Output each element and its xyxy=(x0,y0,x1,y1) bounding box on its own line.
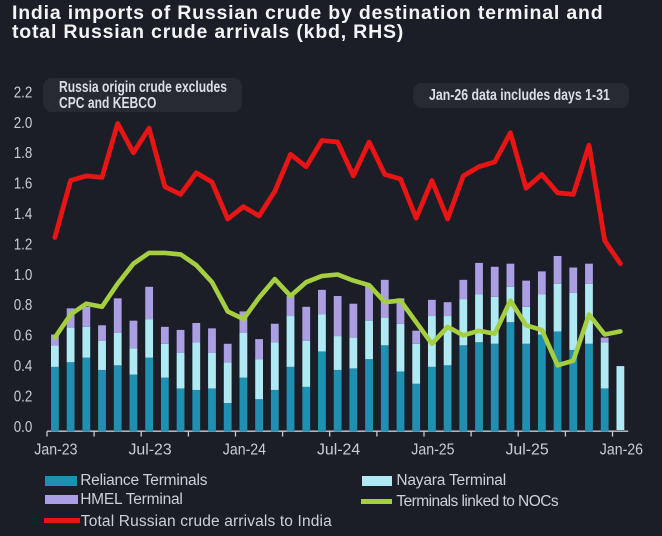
svg-text:0.2: 0.2 xyxy=(14,388,33,405)
svg-text:0.4: 0.4 xyxy=(14,358,33,375)
svg-text:Jul-24: Jul-24 xyxy=(317,442,361,459)
svg-text:1.6: 1.6 xyxy=(14,176,33,193)
svg-text:Jul-25: Jul-25 xyxy=(506,442,549,459)
svg-text:1.0: 1.0 xyxy=(14,267,33,284)
svg-text:Jan-24: Jan-24 xyxy=(223,442,267,459)
svg-text:2.2: 2.2 xyxy=(14,84,33,101)
svg-text:Jan-25: Jan-25 xyxy=(411,442,454,459)
svg-text:1.2: 1.2 xyxy=(14,236,33,253)
svg-text:1.4: 1.4 xyxy=(14,206,33,223)
svg-text:0.6: 0.6 xyxy=(14,328,33,345)
svg-text:1.8: 1.8 xyxy=(14,145,33,162)
svg-text:0.8: 0.8 xyxy=(14,297,33,314)
svg-text:Jan-23: Jan-23 xyxy=(34,442,77,459)
svg-text:Jul-23: Jul-23 xyxy=(129,442,172,459)
svg-text:Jan-26: Jan-26 xyxy=(600,442,643,459)
svg-text:0.0: 0.0 xyxy=(14,419,33,436)
svg-text:2.0: 2.0 xyxy=(14,115,33,132)
